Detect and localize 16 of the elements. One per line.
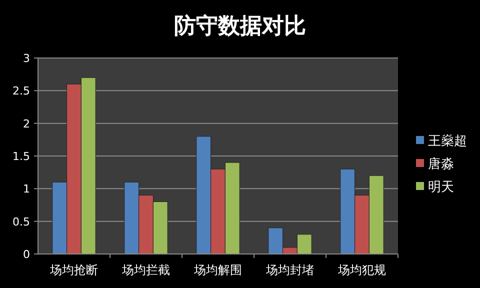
y-tick-label: 3 xyxy=(23,52,30,65)
x-tick-label: 场均犯规 xyxy=(337,263,386,277)
legend-label: 明天 xyxy=(428,180,454,195)
chart-title: 防守数据对比 xyxy=(174,13,306,39)
y-tick-label: 2.5 xyxy=(12,84,30,98)
x-tick-label: 场均拦截 xyxy=(121,263,170,277)
legend-label: 唐淼 xyxy=(428,157,454,172)
x-tick-label: 场均解围 xyxy=(193,263,242,277)
x-tick-label: 场均抢断 xyxy=(49,263,98,277)
y-tick-label: 2 xyxy=(23,117,30,130)
x-tick-label: 场均封堵 xyxy=(265,263,314,277)
y-tick-label: 1.5 xyxy=(12,150,30,163)
y-tick-label: 0.5 xyxy=(12,215,30,228)
y-tick-label: 0 xyxy=(23,248,30,261)
y-tick-label: 1 xyxy=(23,182,30,196)
legend-label: 王燊超 xyxy=(428,134,467,149)
